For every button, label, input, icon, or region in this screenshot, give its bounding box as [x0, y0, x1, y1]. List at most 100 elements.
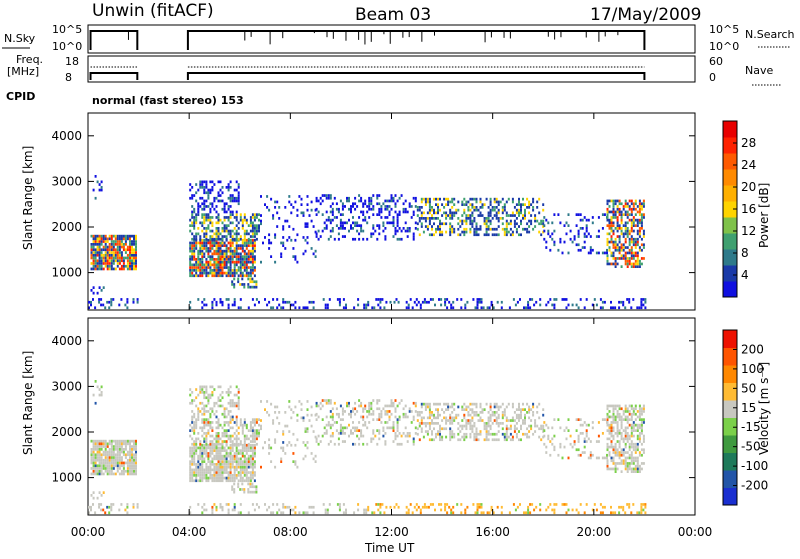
- power-cell: [513, 214, 516, 217]
- power-cell: [542, 222, 545, 226]
- power-cell: [478, 300, 481, 304]
- velocity-cell: [211, 442, 214, 446]
- velocity-cell: [331, 415, 334, 419]
- power-cell: [209, 271, 212, 275]
- power-cell: [345, 303, 347, 307]
- velocity-cell: [624, 511, 627, 515]
- velocity-cell: [237, 407, 240, 411]
- power-cell: [104, 237, 107, 241]
- velocity-cell: [577, 511, 580, 515]
- velocity-cell: [441, 435, 444, 439]
- power-cell: [235, 247, 238, 250]
- power-cell: [215, 196, 218, 200]
- velocity-cell: [102, 461, 105, 465]
- velocity-cell: [618, 505, 621, 509]
- power-cell: [614, 259, 617, 263]
- velocity-cell: [241, 479, 244, 483]
- power-cell: [459, 219, 462, 223]
- power-cell: [551, 221, 554, 225]
- velocity-cell: [106, 464, 109, 468]
- power-cell: [282, 225, 285, 228]
- power-cell: [249, 252, 252, 256]
- velocity-cell: [207, 418, 210, 421]
- power-cell: [518, 214, 520, 217]
- power-cell: [513, 206, 516, 209]
- power-cell: [392, 216, 395, 219]
- velocity-cell: [339, 418, 342, 421]
- velocity-cell: [597, 440, 600, 443]
- power-cell: [110, 259, 113, 263]
- power-cell: [579, 218, 582, 222]
- power-cell: [225, 260, 228, 264]
- power-cell: [217, 266, 220, 269]
- velocity-cell: [106, 450, 109, 454]
- power-cell: [100, 186, 103, 189]
- velocity-cell: [459, 438, 462, 442]
- power-cell: [312, 225, 315, 228]
- velocity-cell: [614, 511, 617, 515]
- velocity-cell: [589, 440, 592, 443]
- power-cell: [634, 251, 637, 255]
- power-cell: [203, 241, 206, 245]
- power-cell: [260, 214, 262, 217]
- power-cell: [612, 246, 615, 249]
- power-cell: [120, 256, 123, 260]
- velocity-cell: [424, 402, 427, 406]
- velocity-cell: [487, 416, 490, 420]
- velocity-cell: [243, 423, 246, 427]
- velocity-cell: [471, 411, 474, 414]
- power-cell: [567, 213, 570, 216]
- power-cell: [614, 240, 617, 244]
- power-cell: [223, 252, 226, 256]
- power-cell: [467, 206, 470, 209]
- velocity-cell: [449, 405, 452, 409]
- power-cell: [638, 205, 641, 208]
- power-cell: [323, 194, 326, 197]
- power-cell: [341, 224, 344, 227]
- velocity-cell: [225, 415, 228, 419]
- colorbar-tick-label: 100: [741, 362, 764, 376]
- velocity-cell: [513, 427, 516, 431]
- velocity-cell: [532, 402, 535, 406]
- velocity-cell: [608, 451, 611, 454]
- velocity-cell: [451, 435, 454, 439]
- velocity-cell: [469, 427, 472, 431]
- velocity-cell: [193, 423, 196, 427]
- power-cell: [203, 202, 206, 206]
- velocity-cell: [467, 422, 470, 425]
- velocity-cell: [193, 446, 196, 450]
- power-cell: [640, 248, 643, 252]
- velocity-cell: [197, 465, 200, 469]
- velocity-cell: [135, 445, 137, 448]
- velocity-cell: [616, 467, 619, 471]
- velocity-cell: [603, 456, 606, 460]
- velocity-cell: [503, 413, 506, 417]
- velocity-cell: [591, 453, 594, 457]
- velocity-cell: [614, 467, 617, 471]
- velocity-cell: [358, 437, 361, 441]
- velocity-cell: [327, 423, 330, 427]
- velocity-cell: [199, 391, 202, 394]
- velocity-cell: [201, 388, 204, 391]
- power-cell: [624, 229, 627, 233]
- velocity-cell: [475, 402, 478, 406]
- velocity-cell: [207, 452, 210, 455]
- power-cell: [245, 229, 248, 233]
- velocity-cell: [108, 458, 111, 462]
- power-cell: [233, 252, 236, 256]
- power-cell: [102, 259, 105, 263]
- power-cell: [104, 245, 107, 249]
- velocity-cell: [251, 432, 254, 435]
- velocity-cell: [435, 422, 437, 425]
- power-cell: [294, 306, 297, 310]
- velocity-cell: [632, 462, 635, 465]
- velocity-cell: [628, 467, 631, 471]
- power-cell: [402, 207, 405, 211]
- velocity-cell: [201, 476, 204, 480]
- velocity-cell: [253, 437, 256, 441]
- velocity-cell: [583, 445, 586, 449]
- power-cell: [245, 221, 248, 225]
- power-cell: [96, 237, 99, 241]
- power-cell: [195, 221, 198, 225]
- velocity-cell: [195, 476, 198, 480]
